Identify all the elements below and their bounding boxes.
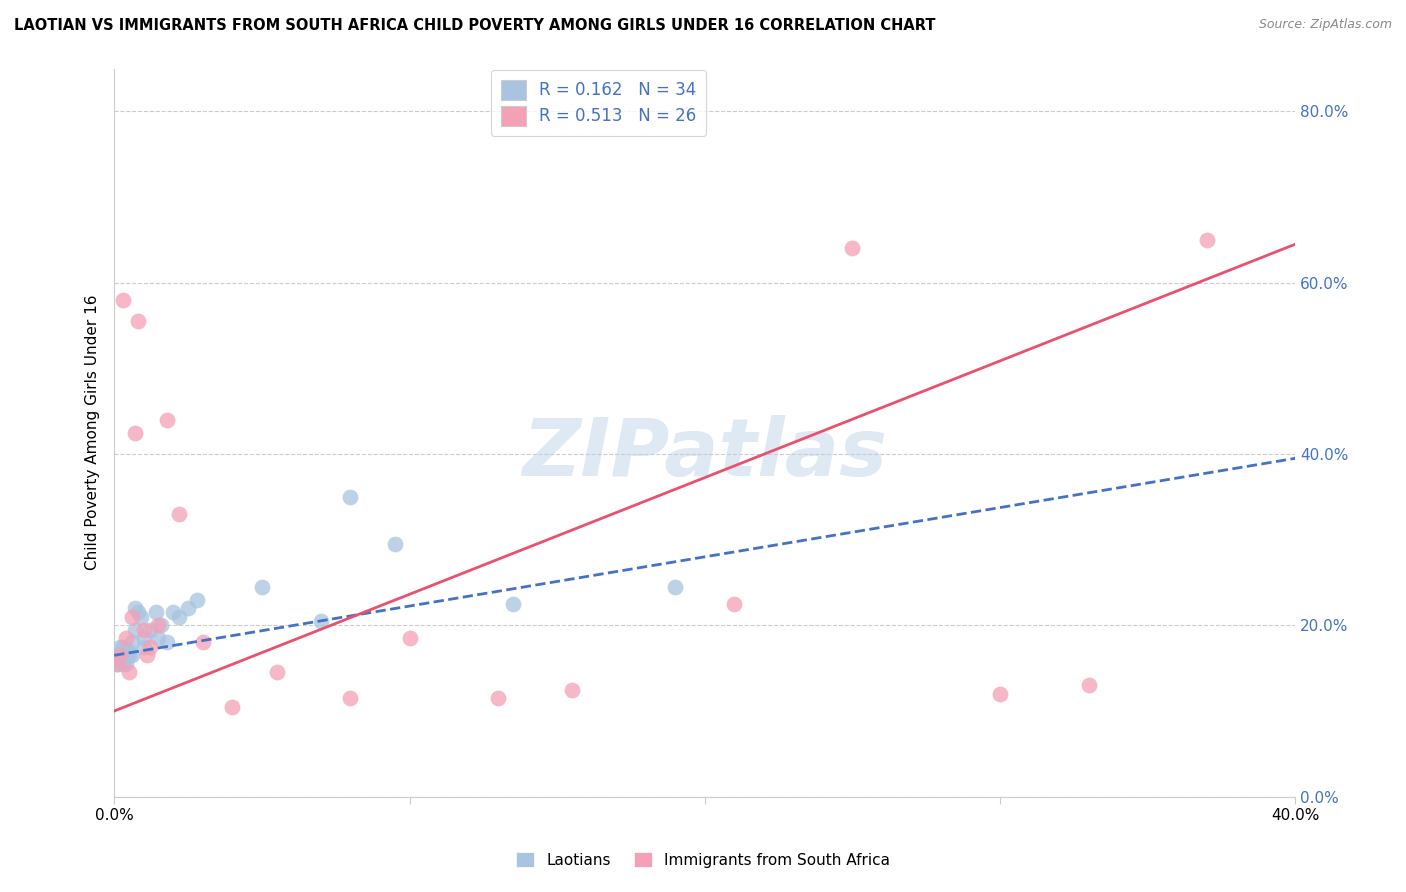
Point <box>162 606 184 620</box>
Point <box>138 640 160 654</box>
Point <box>988 687 1011 701</box>
Point <box>309 614 332 628</box>
Point <box>132 623 155 637</box>
Point <box>723 597 745 611</box>
Point <box>148 631 170 645</box>
Point <box>108 640 131 654</box>
Point <box>115 657 138 671</box>
Legend: R = 0.162   N = 34, R = 0.513   N = 26: R = 0.162 N = 34, R = 0.513 N = 26 <box>491 70 706 136</box>
Point <box>115 631 138 645</box>
Point <box>502 597 524 611</box>
Point <box>191 635 214 649</box>
Point <box>167 609 190 624</box>
Point <box>186 592 208 607</box>
Point <box>150 618 173 632</box>
Point <box>221 699 243 714</box>
Text: ZIPatlas: ZIPatlas <box>522 416 887 493</box>
Point <box>124 601 146 615</box>
Point <box>266 665 288 680</box>
Point <box>1077 678 1099 692</box>
Point <box>250 580 273 594</box>
Text: LAOTIAN VS IMMIGRANTS FROM SOUTH AFRICA CHILD POVERTY AMONG GIRLS UNDER 16 CORRE: LAOTIAN VS IMMIGRANTS FROM SOUTH AFRICA … <box>14 18 935 33</box>
Point <box>121 648 143 663</box>
Text: Source: ZipAtlas.com: Source: ZipAtlas.com <box>1258 18 1392 31</box>
Point <box>486 691 509 706</box>
Point <box>177 601 200 615</box>
Point <box>145 606 167 620</box>
Point <box>124 623 146 637</box>
Point <box>118 648 141 663</box>
Point <box>121 609 143 624</box>
Point <box>112 648 135 663</box>
Point <box>124 425 146 440</box>
Legend: Laotians, Immigrants from South Africa: Laotians, Immigrants from South Africa <box>508 844 898 875</box>
Point <box>105 657 128 671</box>
Point <box>127 314 149 328</box>
Point <box>105 648 128 663</box>
Y-axis label: Child Poverty Among Girls Under 16: Child Poverty Among Girls Under 16 <box>86 295 100 570</box>
Point <box>156 413 179 427</box>
Point <box>105 657 128 671</box>
Point <box>561 682 583 697</box>
Point <box>339 490 361 504</box>
Point <box>127 606 149 620</box>
Point <box>118 665 141 680</box>
Point <box>167 507 190 521</box>
Point <box>156 635 179 649</box>
Point <box>118 644 141 658</box>
Point <box>129 609 152 624</box>
Point <box>112 293 135 307</box>
Point <box>664 580 686 594</box>
Point <box>112 640 135 654</box>
Point <box>135 648 157 663</box>
Point <box>138 623 160 637</box>
Point <box>132 631 155 645</box>
Point <box>398 631 420 645</box>
Point <box>384 537 406 551</box>
Point <box>132 640 155 654</box>
Point <box>121 635 143 649</box>
Point <box>115 644 138 658</box>
Point <box>112 657 135 671</box>
Point <box>841 241 863 255</box>
Point <box>108 652 131 666</box>
Point <box>108 648 131 663</box>
Point <box>148 618 170 632</box>
Point <box>1195 233 1218 247</box>
Point <box>339 691 361 706</box>
